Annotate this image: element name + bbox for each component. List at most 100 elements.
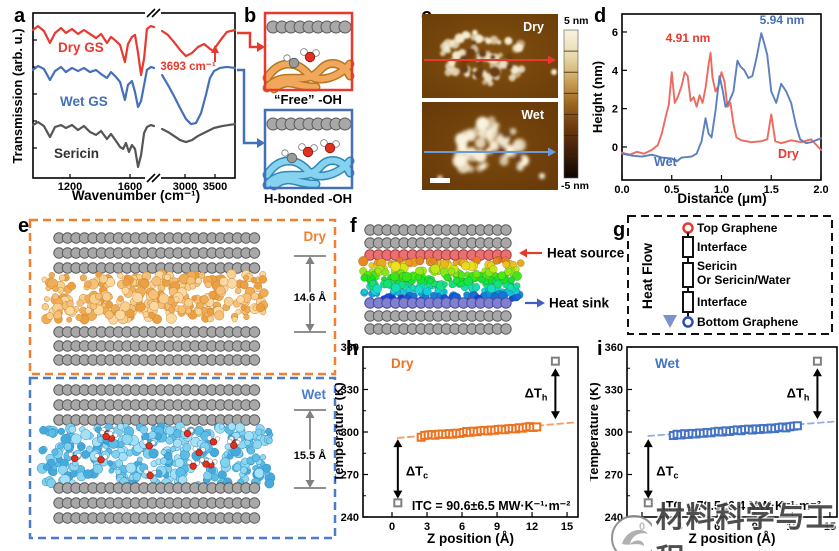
watermark-logo-icon [611,515,652,551]
colorbar-ticks [564,50,578,158]
top-graphene-label: Top Graphene [697,221,778,235]
svg-text:2.0: 2.0 [813,184,828,196]
top-graphene-node-icon [682,222,694,234]
svg-text:Wet: Wet [655,356,680,371]
sericin-label: Sericin [697,259,737,273]
thermal-circuit-diagram: Heat Flow Top Graphene Interface Sericin… [627,215,833,335]
md-snapshots: Dry Wet 14.6 Å 15.5 Å [28,218,337,540]
svg-text:Temperature (K): Temperature (K) [335,382,346,481]
svg-text:300: 300 [341,427,359,439]
dry-gap-label: 14.6 Å [294,291,326,304]
dry-gs-series-label: Dry GS [58,40,104,55]
svg-text:0.5: 0.5 [664,184,679,196]
svg-text:ΔTc: ΔTc [406,464,428,481]
panel-a-letter: a [14,5,26,27]
svg-text:6: 6 [459,521,465,533]
h-bonded-oh-box [262,117,355,191]
svg-text:0: 0 [389,521,395,533]
panel-h-letter: h [346,338,359,360]
dry-box-label: Dry [303,229,326,244]
svg-text:9: 9 [752,521,758,533]
heat-flow-arrow-icon [663,224,677,328]
svg-text:1200: 1200 [58,181,82,193]
svg-text:2: 2 [612,104,618,116]
svg-text:360: 360 [605,342,623,354]
svg-text:3: 3 [424,521,430,533]
sericin-series-label: Sericin [54,146,99,161]
annotation-arrow-icon [211,45,219,62]
panel-f-letter: f [350,215,357,237]
ftir-y-axis-label: Transmission (arb. u.) [10,28,25,163]
svg-text:Dry: Dry [391,356,414,371]
afm-dry-aggregate [439,29,557,87]
panel-d-letter: d [594,5,607,27]
svg-text:3000: 3000 [173,181,197,193]
height-colorbar [563,29,579,179]
panel-e-letter: e [18,215,30,237]
oh-bonding-schematic: “Free” -OH H-bonded -OH [237,11,355,206]
sericin-resistor-icon [682,262,694,288]
wet-box-label: Wet [301,387,326,402]
svg-text:12: 12 [526,521,538,533]
svg-text:6: 6 [714,521,720,533]
panel-i-letter: i [597,338,603,360]
svg-text:0.0: 0.0 [614,184,629,196]
svg-text:1.0: 1.0 [714,184,729,196]
svg-text:330: 330 [605,384,623,396]
bottom-graphene-node-icon [682,316,694,328]
bottom-graphene-label: Bottom Graphene [697,315,799,329]
svg-text:300: 300 [605,427,623,439]
free-oh-frame [263,11,354,92]
heat-source-label: Heat source [547,246,625,261]
heat-sink-arrow-icon [525,298,545,308]
svg-text:6: 6 [612,27,618,39]
watermark: 材料科学与工程 [608,494,839,551]
svg-text:ΔTc: ΔTc [656,464,678,481]
interface-resistor-top-icon [682,236,694,258]
svg-text:3500: 3500 [203,181,227,193]
interface-resistor-bottom-icon [682,291,694,313]
panel-g-letter: g [613,219,626,241]
svg-text:Z position (Å): Z position (Å) [427,531,514,546]
afm-dry-label: Dry [523,20,544,34]
svg-text:3: 3 [677,521,683,533]
wet-dashed-box [28,376,337,540]
wet-gap-arrow-icon [294,409,326,489]
svg-text:1.5: 1.5 [764,184,779,196]
svg-text:15: 15 [824,521,836,533]
ftir-spectra-chart: 1200 1600 3000 3500 Transmission (arb. u.) … [10,8,237,203]
svg-text:240: 240 [341,512,359,524]
wet-gs-series-label: Wet GS [60,94,108,109]
wet-profile-arrow-icon [424,147,556,157]
circuit-elements [682,222,694,328]
svg-text:15: 15 [561,521,573,533]
svg-text:ΔTh: ΔTh [787,386,810,403]
colorbar-min-label: -5 nm [561,180,589,192]
ftir-x-axis-label: Wavenumber (cm⁻¹) [72,188,200,203]
dry-structure [41,232,269,366]
heat-flow-label: Heat Flow [639,243,655,309]
h-bonded-oh-label: H-bonded -OH [264,191,352,206]
heat-source-arrow-icon [519,248,542,258]
dry-peak-annotation: 4.91 nm [666,31,711,45]
svg-text:ITC = 90.6±6.5 MW·K⁻¹·m⁻²: ITC = 90.6±6.5 MW·K⁻¹·m⁻² [412,499,571,513]
wet-gap-label: 15.5 Å [294,449,326,462]
afm-wet-aggregate [437,116,545,181]
height-profile-chart: 0 2 4 6 0.0 0.5 1.0 1.5 2.0 Height (nm) Distance… [592,13,829,206]
svg-text:ITC = 79.5±6.4 MW·K⁻¹·m⁻²: ITC = 79.5±6.4 MW·K⁻¹·m⁻² [662,499,821,513]
circuit-dashed-box [627,215,833,335]
sericin-water-label: Or Sericin/Water [697,273,791,287]
dry-gap-arrow-icon [294,255,326,333]
svg-text:270: 270 [341,469,359,481]
profile-x-axis-label: Distance (μm) [677,191,766,206]
nemd-snapshot: Heat source Heat sink [358,224,625,335]
panel-b-letter: b [244,5,257,27]
wet-peak-annotation: 5.94 nm [760,13,805,27]
temperature-profile-dry-chart: 240 270 300 330 360 0 3 6 9 12 15 Temperature (K) Z … [335,342,579,546]
svg-text:4: 4 [612,65,619,77]
svg-text:9: 9 [494,521,500,533]
svg-text:Z position (Å): Z position (Å) [689,531,776,546]
colorbar-max-label: 5 nm [564,15,589,27]
svg-text:330: 330 [341,384,359,396]
